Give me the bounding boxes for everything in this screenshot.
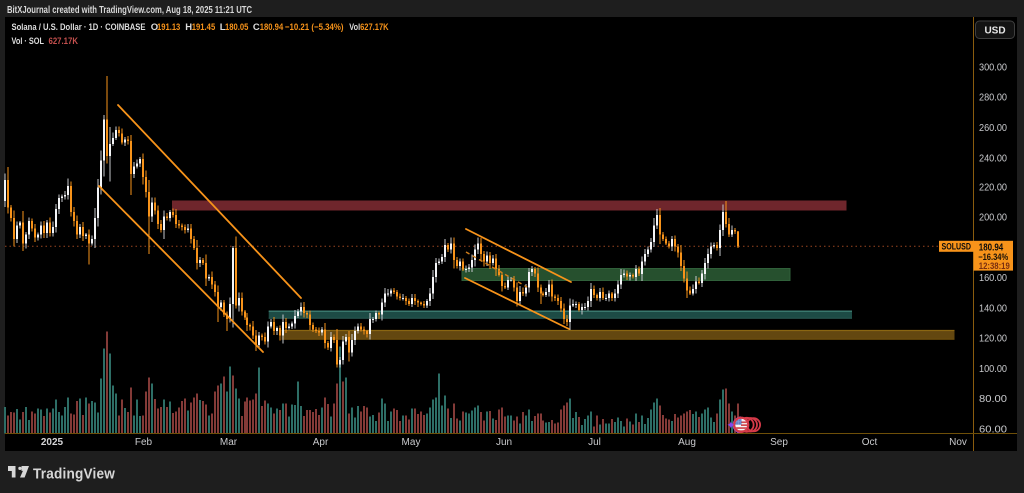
svg-text:260.00: 260.00 [979,123,1007,134]
svg-text:Aug: Aug [678,437,696,448]
svg-text:Oct: Oct [862,437,878,448]
svg-text:191.45: 191.45 [192,22,216,33]
svg-text:60.00: 60.00 [979,424,1007,435]
svg-text:12:38:19: 12:38:19 [979,261,1010,271]
svg-text:191.13: 191.13 [157,22,180,33]
svg-text:Jun: Jun [496,437,512,448]
svg-text:140.00: 140.00 [979,303,1007,314]
svg-text:Jul: Jul [588,437,601,448]
svg-text:Vol: Vol [349,22,360,33]
svg-text:627.17K: 627.17K [360,22,389,33]
svg-text:300.00: 300.00 [979,62,1007,73]
svg-text:200.00: 200.00 [979,213,1007,224]
svg-text:Vol · SOL: Vol · SOL [12,36,45,47]
svg-text:120.00: 120.00 [979,334,1007,345]
svg-text:−16.34%: −16.34% [978,252,1008,262]
svg-text:180.94: 180.94 [260,22,284,33]
svg-text:220.00: 220.00 [979,182,1007,193]
svg-text:80.00: 80.00 [979,394,1007,405]
svg-text:160.00: 160.00 [979,273,1007,284]
svg-text:Mar: Mar [220,437,238,448]
svg-text:627.17K: 627.17K [49,36,79,47]
svg-text:180.94: 180.94 [979,243,1004,254]
svg-text:−10.21 (−5.34%): −10.21 (−5.34%) [285,22,344,33]
svg-text:Sep: Sep [770,437,788,448]
svg-text:280.00: 280.00 [979,93,1007,104]
svg-text:2025: 2025 [41,437,64,448]
svg-text:BitXJournal created with Tradi: BitXJournal created with TradingView.com… [7,5,252,16]
svg-text:240.00: 240.00 [979,153,1007,164]
svg-text:100.00: 100.00 [979,364,1007,375]
svg-text:180.05: 180.05 [225,22,249,33]
svg-text:O: O [151,22,158,33]
svg-text:Solana / U.S. Dollar · 1D · CO: Solana / U.S. Dollar · 1D · COINBASE [12,22,146,33]
svg-text:H: H [185,22,192,33]
svg-text:Apr: Apr [313,437,329,448]
svg-text:L: L [220,22,226,33]
svg-text:TradingView: TradingView [33,466,115,483]
svg-text:Nov: Nov [949,437,967,448]
svg-text:USD: USD [984,26,1005,37]
svg-text:May: May [402,437,421,448]
svg-text:C: C [253,22,260,33]
svg-text:SOLUSD: SOLUSD [942,241,972,251]
svg-text:Feb: Feb [135,437,153,448]
